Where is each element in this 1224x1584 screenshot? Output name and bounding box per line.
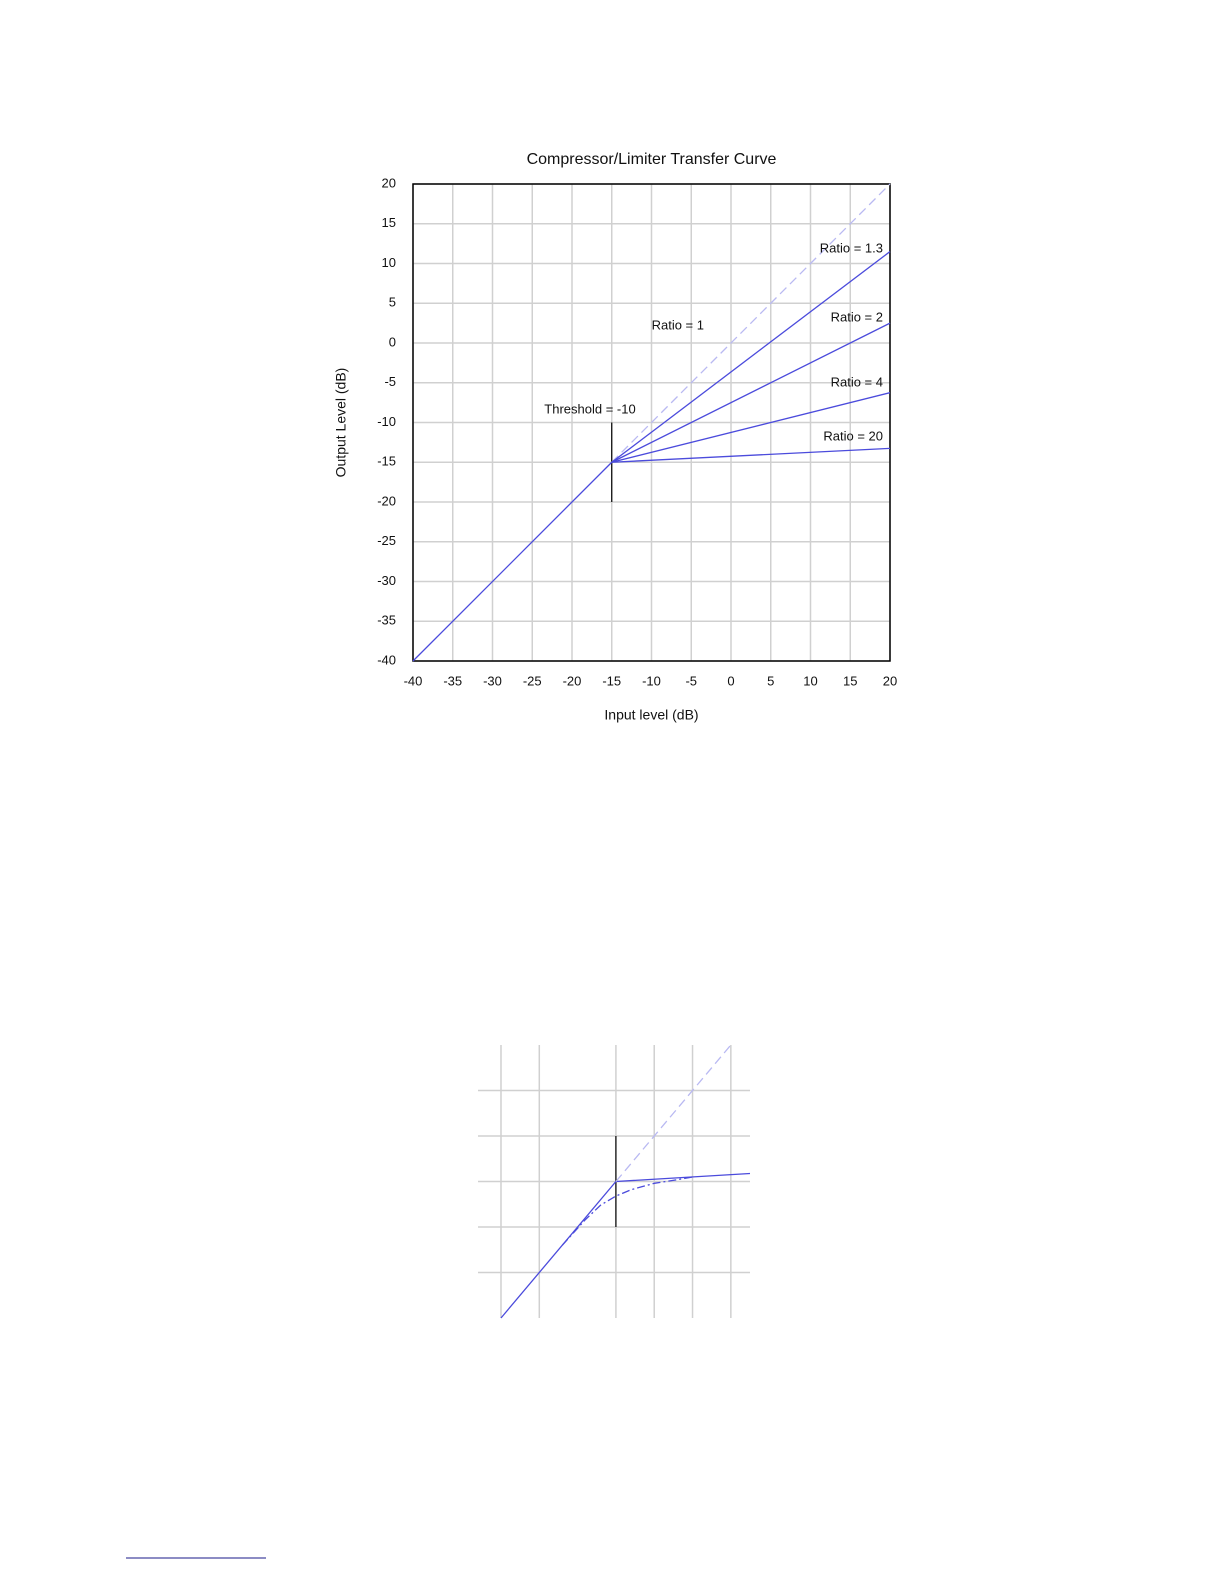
- x-axis-title: Input level (dB): [604, 707, 698, 723]
- y-tick-label: -30: [377, 573, 396, 588]
- chart-title: Compressor/Limiter Transfer Curve: [527, 151, 777, 168]
- x-tick-label: 15: [843, 673, 857, 688]
- series-line: [615, 1044, 732, 1182]
- series-line: [412, 461, 613, 662]
- x-tick-label: 10: [803, 673, 817, 688]
- x-tick-label: -20: [563, 673, 582, 688]
- y-tick-label: -15: [377, 454, 396, 469]
- y-axis-title: Output Level (dB): [333, 368, 349, 478]
- x-tick-label: -35: [443, 673, 462, 688]
- series-label: Ratio = 20: [823, 428, 883, 443]
- series-line: [611, 251, 891, 463]
- series-line: [611, 322, 891, 463]
- x-tick-label: 20: [883, 673, 897, 688]
- series-line: [561, 1176, 693, 1246]
- x-tick-label: 0: [727, 673, 734, 688]
- y-tick-label: -5: [384, 374, 396, 389]
- series-line: [611, 392, 891, 463]
- series-line: [611, 447, 891, 463]
- x-tick-label: -15: [602, 673, 621, 688]
- x-tick-label: -5: [685, 673, 697, 688]
- series-label: Ratio = 4: [831, 374, 883, 389]
- threshold-annotation: Threshold = -10: [544, 401, 635, 416]
- series-line: [500, 1172, 751, 1319]
- y-tick-label: 5: [389, 295, 396, 310]
- x-tick-label: 5: [767, 673, 774, 688]
- x-tick-label: -40: [404, 673, 423, 688]
- series-line: [611, 183, 891, 463]
- y-tick-label: -40: [377, 652, 396, 667]
- y-tick-label: -35: [377, 613, 396, 628]
- y-tick-label: -10: [377, 414, 396, 429]
- x-tick-label: -25: [523, 673, 542, 688]
- series-label: Ratio = 1.3: [820, 240, 883, 255]
- y-tick-label: 0: [389, 334, 396, 349]
- plot-frame: [412, 183, 891, 662]
- series-label: Ratio = 2: [831, 309, 883, 324]
- x-tick-label: -10: [642, 673, 661, 688]
- y-tick-label: 15: [382, 215, 396, 230]
- y-tick-label: 10: [382, 255, 396, 270]
- x-tick-label: -30: [483, 673, 502, 688]
- y-tick-label: -20: [377, 493, 396, 508]
- series-label: Ratio = 1: [652, 317, 704, 332]
- y-tick-label: -25: [377, 533, 396, 548]
- y-tick-label: 20: [382, 175, 396, 190]
